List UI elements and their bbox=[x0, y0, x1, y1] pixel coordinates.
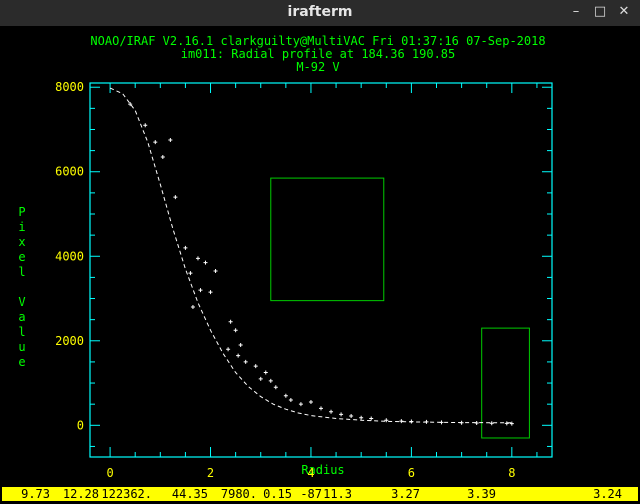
data-point bbox=[329, 409, 334, 414]
x-tick-label: 6 bbox=[408, 466, 415, 480]
graphics-canvas[interactable]: NOAO/IRAF V2.16.1 clarkguilty@MultiVAC F… bbox=[0, 26, 640, 484]
minimize-button[interactable]: – bbox=[572, 4, 580, 19]
data-point bbox=[128, 102, 133, 107]
data-point bbox=[153, 140, 158, 145]
data-point bbox=[439, 420, 444, 425]
maximize-button[interactable]: □ bbox=[593, 4, 607, 19]
data-point bbox=[273, 385, 278, 390]
status-field: 44.35 bbox=[172, 487, 208, 501]
header-line-3: M-92 V bbox=[296, 60, 339, 74]
status-field: 3.27 bbox=[391, 487, 420, 501]
x-tick-label: 2 bbox=[207, 466, 214, 480]
data-point bbox=[298, 402, 303, 407]
y-axis-label-char: a bbox=[18, 310, 25, 324]
data-point bbox=[226, 347, 231, 352]
data-point bbox=[208, 290, 213, 295]
data-point bbox=[459, 420, 464, 425]
data-point bbox=[198, 288, 203, 293]
marker-box-1 bbox=[270, 177, 385, 302]
data-point bbox=[183, 245, 188, 250]
y-axis-label-char: i bbox=[18, 220, 25, 234]
status-field: 0.15 bbox=[263, 487, 292, 501]
data-point bbox=[349, 414, 354, 419]
data-point bbox=[489, 421, 494, 426]
status-field: 122362. bbox=[101, 487, 152, 501]
data-point bbox=[168, 138, 173, 143]
data-point bbox=[195, 256, 200, 261]
y-tick-label: 8000 bbox=[55, 80, 84, 94]
status-field: 12.28 bbox=[63, 487, 99, 501]
y-axis-label-char: V bbox=[18, 295, 25, 309]
x-axis-label: Radius bbox=[301, 463, 344, 477]
y-axis-label-char: P bbox=[18, 205, 25, 219]
data-point bbox=[258, 376, 263, 381]
data-point bbox=[236, 353, 241, 358]
plot-frame bbox=[89, 82, 553, 458]
data-point bbox=[474, 420, 479, 425]
data-point bbox=[319, 406, 323, 411]
data-point bbox=[359, 415, 364, 420]
window-title: irafterm bbox=[287, 4, 353, 20]
y-axis-label-char: e bbox=[18, 250, 25, 264]
y-tick-label: 4000 bbox=[55, 249, 84, 263]
data-point bbox=[268, 378, 273, 383]
y-tick-label: 2000 bbox=[55, 334, 84, 348]
y-axis-label-char: l bbox=[18, 325, 25, 339]
data-point bbox=[308, 400, 313, 405]
data-point bbox=[509, 421, 514, 426]
data-point bbox=[339, 412, 344, 417]
status-field: 7980. bbox=[221, 487, 257, 501]
data-point bbox=[504, 421, 509, 426]
data-point bbox=[190, 304, 195, 309]
y-tick-label: 6000 bbox=[55, 165, 84, 179]
data-point bbox=[188, 271, 193, 276]
header-line-2: im011: Radial profile at 184.36 190.85 bbox=[181, 47, 456, 61]
x-tick-label: 0 bbox=[106, 466, 113, 480]
y-tick-label: 0 bbox=[77, 418, 84, 432]
title-bar: irafterm – □ ✕ bbox=[0, 0, 640, 27]
data-point bbox=[253, 364, 258, 369]
data-point bbox=[384, 418, 389, 423]
status-field: 3.24 bbox=[593, 487, 622, 501]
data-point bbox=[160, 154, 165, 159]
status-field: -87 bbox=[300, 487, 322, 501]
data-point bbox=[203, 260, 208, 265]
radial-profile-plot: NOAO/IRAF V2.16.1 clarkguilty@MultiVAC F… bbox=[18, 34, 553, 480]
data-point bbox=[288, 397, 293, 402]
data-point bbox=[409, 419, 414, 424]
data-point bbox=[143, 123, 148, 128]
data-point bbox=[233, 328, 238, 333]
status-field: 11.3 bbox=[323, 487, 352, 501]
data-point bbox=[263, 370, 268, 375]
status-field: 9.73 bbox=[21, 487, 50, 501]
y-axis-label-char: x bbox=[18, 235, 25, 249]
data-point bbox=[238, 343, 243, 348]
data-point bbox=[243, 359, 248, 364]
data-point bbox=[283, 393, 288, 398]
data-point bbox=[424, 419, 429, 424]
y-axis-label-char: l bbox=[18, 265, 25, 279]
close-button[interactable]: ✕ bbox=[618, 4, 630, 19]
status-line: 9.73 12.28 122362. 44.35 7980. 0.15 -87 11.3 3.2… bbox=[0, 484, 640, 504]
data-point bbox=[228, 319, 233, 324]
y-axis-label-char: e bbox=[18, 355, 25, 369]
data-point bbox=[173, 195, 178, 200]
x-tick-label: 4 bbox=[307, 466, 314, 480]
y-axis-label-char: u bbox=[18, 340, 25, 354]
header-line-1: NOAO/IRAF V2.16.1 clarkguilty@MultiVAC F… bbox=[90, 34, 545, 48]
x-tick-label: 8 bbox=[508, 466, 515, 480]
cursor-readout-bar: 9.73 12.28 122362. 44.35 7980. 0.15 -87 11.3 3.2… bbox=[2, 487, 638, 501]
data-point bbox=[399, 419, 404, 424]
marker-box-2 bbox=[481, 327, 530, 439]
profile-fit-curve bbox=[109, 87, 512, 424]
data-point bbox=[213, 269, 218, 274]
status-field: 3.39 bbox=[467, 487, 496, 501]
data-point bbox=[369, 416, 374, 421]
